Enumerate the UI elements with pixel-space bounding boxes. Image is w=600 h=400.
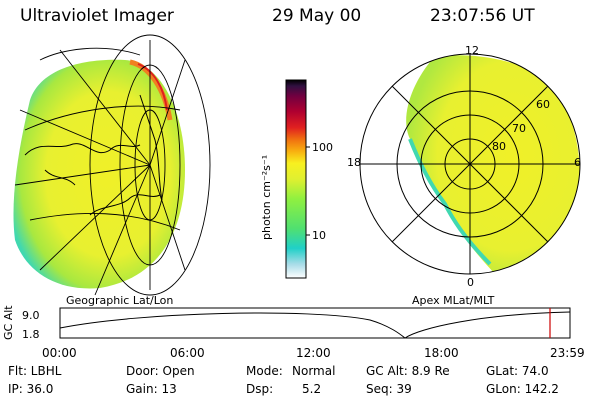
- lat-label-70: 70: [512, 122, 526, 135]
- instrument-title: Ultraviolet Imager: [20, 6, 174, 26]
- right-panel-caption: Apex MLat/MLT: [412, 294, 495, 307]
- time-tick-1800: 18:00: [424, 346, 459, 360]
- mlt-label-18: 18: [347, 156, 361, 169]
- polar-grid: [359, 53, 581, 275]
- gc-alt-info: GC Alt: 8.9 Re: [366, 364, 450, 378]
- mlt-label-0: 0: [467, 276, 474, 289]
- left-panel-caption: Geographic Lat/Lon: [66, 294, 174, 307]
- colorbar-tick-10: 10: [312, 229, 326, 242]
- altitude-axis-label: GC Alt: [2, 305, 15, 340]
- geographic-image: [13, 34, 211, 296]
- mode-label: Mode:: [246, 364, 283, 378]
- mlt-label-6: 6: [574, 156, 581, 169]
- glat-info: GLat: 74.0: [486, 364, 549, 378]
- dsp-label: Dsp:: [246, 382, 274, 396]
- time-tick-1200: 12:00: [296, 346, 331, 360]
- observation-time: 23:07:56 UT: [430, 6, 535, 26]
- altitude-tick-high: 9.0: [22, 309, 40, 322]
- lat-label-60: 60: [536, 98, 550, 111]
- colorbar-tick-100: 100: [312, 141, 333, 154]
- glon-info: GLon: 142.2: [486, 382, 559, 396]
- seq-info: Seq: 39: [366, 382, 412, 396]
- colorbar: [285, 79, 310, 279]
- filter-info: Flt: LBHL: [8, 364, 62, 378]
- polar-plot: [359, 53, 581, 275]
- altitude-tick-low: 1.8: [22, 328, 40, 341]
- gain-info: Gain: 13: [126, 382, 177, 396]
- mode-value: Normal: [292, 364, 336, 378]
- colorbar-unit-label: photon cm⁻²s⁻¹: [260, 154, 273, 240]
- dsp-value: 5.2: [302, 382, 322, 396]
- lat-label-80: 80: [492, 140, 506, 153]
- ip-info: IP: 36.0: [8, 382, 54, 396]
- mlt-label-12: 12: [465, 44, 479, 57]
- time-tick-0600: 06:00: [170, 346, 205, 360]
- time-tick-2359: 23:59: [550, 346, 585, 360]
- door-info: Door: Open: [126, 364, 195, 378]
- altitude-plot: [59, 307, 571, 339]
- observation-date: 29 May 00: [272, 6, 362, 26]
- time-tick-0000: 00:00: [42, 346, 77, 360]
